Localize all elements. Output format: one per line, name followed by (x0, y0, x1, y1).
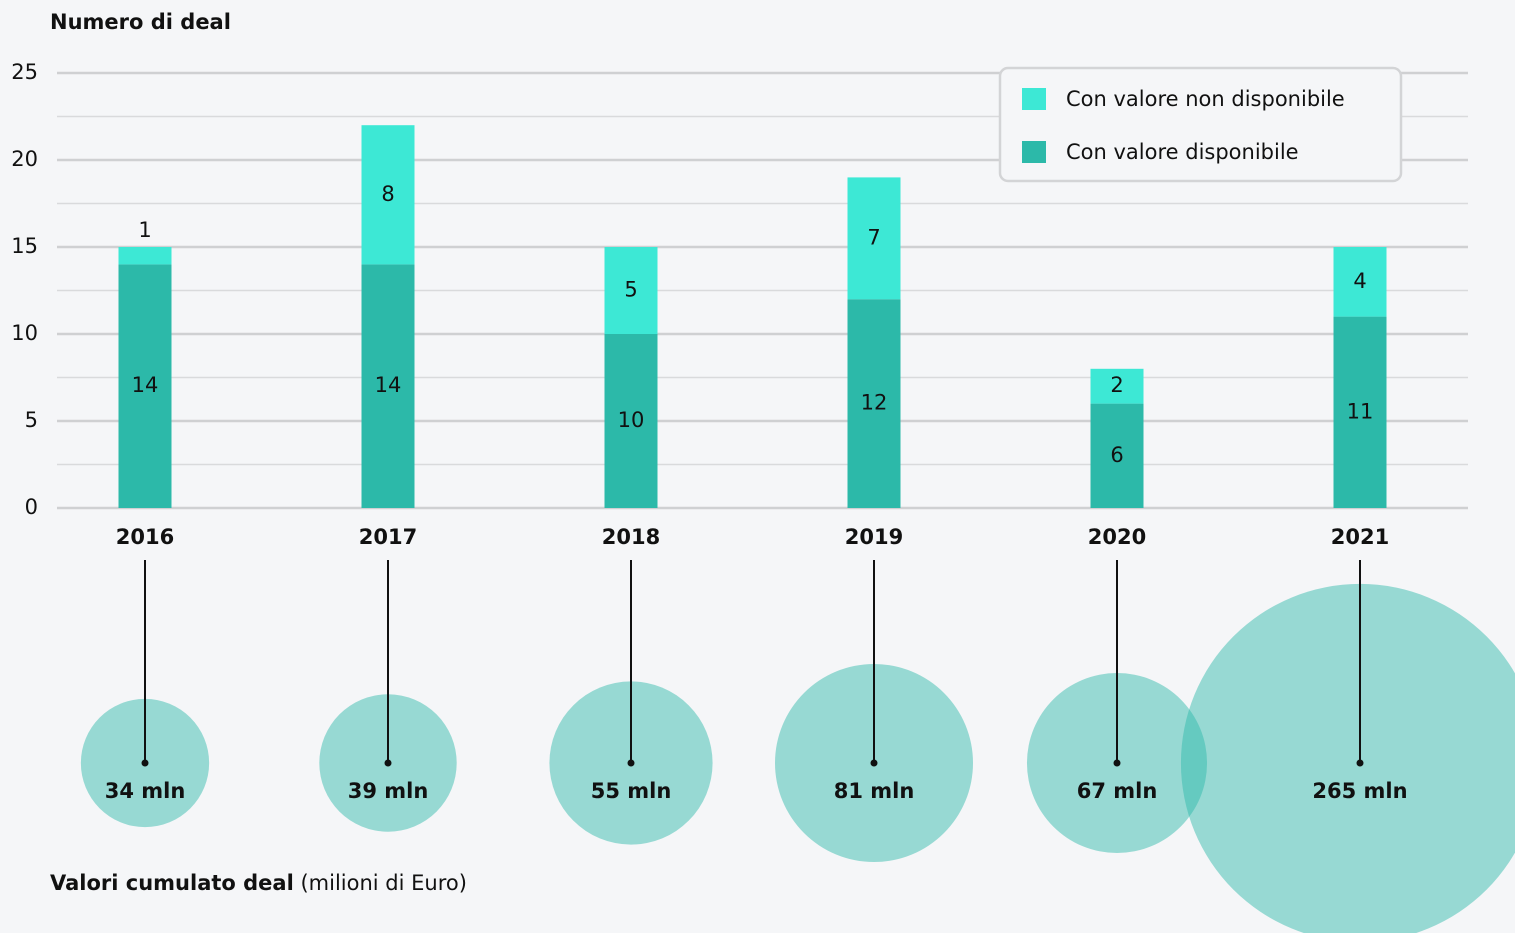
bar-segment (1090, 403, 1144, 508)
data-label: 2 (1110, 373, 1123, 397)
bar-segment (1333, 247, 1387, 317)
bar-segment (361, 264, 415, 508)
y-tick-label: 0 (25, 495, 38, 519)
data-label: 5 (624, 278, 637, 302)
legend-swatch (1022, 88, 1046, 110)
bubble-label: 67 mln (1077, 779, 1158, 803)
data-label: 11 (1347, 399, 1374, 423)
bubble-label: 55 mln (591, 779, 672, 803)
bubble-label: 265 mln (1312, 779, 1407, 803)
bar-segment (118, 264, 172, 508)
x-tick-label: 2017 (359, 525, 417, 549)
x-tick-label: 2021 (1331, 525, 1389, 549)
leader-dot (627, 759, 635, 767)
data-label: 14 (132, 373, 159, 397)
data-label: 7 (867, 225, 880, 249)
x-tick-label: 2019 (845, 525, 903, 549)
bar-segment (604, 247, 658, 334)
data-label: 1 (138, 218, 151, 242)
bubble-subtitle: (milioni di Euro) (300, 871, 466, 895)
bar-segment (361, 125, 415, 265)
data-label: 12 (861, 391, 888, 415)
bar-segment (118, 247, 172, 265)
bar-segment (604, 334, 658, 508)
y-tick-label: 10 (11, 321, 38, 345)
leader-dot (141, 759, 149, 767)
data-label: 8 (381, 182, 394, 206)
y-tick-label: 20 (11, 147, 38, 171)
legend-label: Con valore disponibile (1066, 140, 1299, 164)
x-tick-label: 2018 (602, 525, 660, 549)
legend-box (998, 66, 1403, 183)
bubble-title: Valori cumulato deal (milioni di Euro) (50, 871, 467, 895)
bubble-label: 34 mln (105, 779, 186, 803)
y-tick-label: 15 (11, 234, 38, 258)
bubble-title-main: Valori cumulato deal (50, 871, 294, 895)
bubble-label: 39 mln (348, 779, 429, 803)
y-tick-label: 25 (11, 60, 38, 84)
leader-dot (384, 759, 392, 767)
bar-segment (1333, 316, 1387, 508)
bar-segment (847, 299, 901, 508)
y-axis-title: Numero di deal (50, 10, 231, 34)
data-label: 10 (618, 408, 645, 432)
x-tick-label: 2020 (1088, 525, 1146, 549)
bubble (1180, 583, 1515, 933)
leader-dot (870, 759, 878, 767)
data-label: 6 (1110, 443, 1123, 467)
legend-label: Con valore non disponibile (1066, 87, 1345, 111)
data-label: 4 (1353, 269, 1366, 293)
x-tick-label: 2016 (116, 525, 174, 549)
bar-segment (1090, 368, 1144, 404)
data-label: 14 (375, 373, 402, 397)
bubble-label: 81 mln (834, 779, 915, 803)
bar-segment (847, 177, 901, 300)
leader-dot (1113, 759, 1121, 767)
leader-dot (1356, 759, 1364, 767)
y-tick-label: 5 (25, 408, 38, 432)
legend-swatch (1022, 141, 1046, 163)
